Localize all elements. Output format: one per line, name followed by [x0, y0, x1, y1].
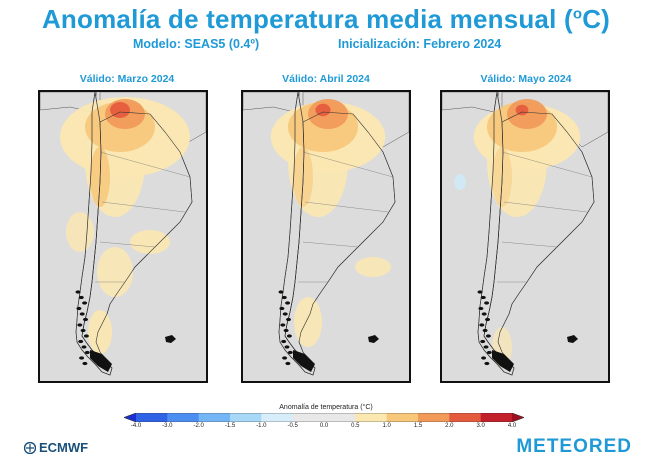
province-border: [302, 151, 394, 178]
main-title: Anomalía de temperatura media mensual (o…: [41, 4, 611, 34]
chile-archipelago: [278, 290, 315, 372]
ecmwf-icon: [24, 441, 36, 454]
colorbar-segment: [386, 413, 419, 422]
colorbar-tick-label: 2.0: [445, 423, 454, 429]
colorbar-segment: [449, 413, 481, 422]
province-border: [101, 201, 186, 213]
falkland-islands: [165, 335, 176, 343]
colorbar-segment: [324, 413, 356, 422]
anomaly-layer: [454, 99, 581, 367]
colorbar-segment: [355, 413, 387, 422]
anomaly-area: [315, 103, 331, 117]
map-march: [38, 90, 208, 383]
colorbar-tick-label: -3.0: [162, 423, 173, 429]
province-border: [99, 241, 156, 248]
colorbar-tick-label: -1.0: [256, 423, 267, 429]
colorbar-tick-label: 4.0: [507, 423, 517, 429]
colorbar-tick-label: 1.0: [382, 423, 391, 429]
anomaly-area: [515, 104, 529, 116]
province-border: [304, 201, 389, 213]
colorbar-segment: [292, 413, 325, 422]
anomaly-area: [110, 102, 130, 118]
ecmwf-text: ECMWF: [39, 440, 89, 455]
province-border: [503, 201, 588, 213]
province-border: [501, 241, 558, 248]
colorbar-tick-label: -4.0: [130, 423, 142, 429]
anomaly-area: [66, 212, 94, 252]
province-border: [99, 151, 191, 178]
ecmwf-logo: ECMWF: [24, 440, 88, 455]
chile-archipelago: [477, 290, 514, 372]
colorbar-tick-label: -2.0: [193, 423, 204, 429]
falkland-islands: [368, 335, 379, 343]
anomaly-area: [454, 174, 466, 190]
panel-title-may: Válido: Mayo 2024: [480, 73, 572, 85]
anomaly-layer: [60, 97, 190, 354]
country-peru: [442, 92, 500, 113]
anomaly-area: [88, 310, 112, 354]
tierra-del-fuego: [90, 350, 112, 372]
meteored-logo: METEORED: [516, 436, 632, 457]
colorbar-segment: [261, 413, 293, 422]
anomaly-area: [294, 297, 322, 347]
anomaly-area: [355, 257, 391, 277]
falkland-islands: [567, 335, 578, 343]
tierra-del-fuego: [492, 350, 514, 372]
colorbar-segment: [198, 413, 231, 422]
colorbar-segment: [418, 413, 450, 422]
tierra-del-fuego: [293, 350, 315, 372]
model-label: Modelo: SEAS5 (0.4º): [133, 37, 260, 51]
colorbar-tick-label: 3.0: [476, 423, 485, 429]
colorbar-tick-label: 0.5: [351, 423, 360, 429]
colorbar-title: Anomalía de temperatura (°C): [279, 404, 373, 411]
colorbar-segment: [136, 413, 168, 422]
colorbar-labels: -4.0 -3.0 -2.0 -1.5 -1.0 -0.5 0.0 0.5 1.0 1.5 2.0 3…: [0, 423, 652, 433]
colorbar-tick-label: -1.5: [224, 423, 236, 429]
colorbar-tick-label: 0.0: [319, 423, 329, 429]
panel-title-march: Válido: Marzo 2024: [79, 73, 175, 85]
colorbar: [124, 413, 524, 422]
colorbar-arrow-low: [124, 413, 136, 422]
map-april: [241, 90, 411, 383]
colorbar-segment: [230, 413, 262, 422]
chile-archipelago: [75, 290, 112, 372]
anomaly-layer: [270, 99, 391, 347]
anomaly-area: [130, 230, 170, 254]
panel-title-april: Válido: Abril 2024: [282, 73, 370, 85]
colorbar-segment: [167, 413, 199, 422]
province-border: [501, 151, 593, 178]
colorbar-segment: [480, 413, 513, 422]
province-border: [302, 241, 359, 248]
colorbar-tick-label: -0.5: [287, 423, 298, 429]
anomaly-area: [507, 99, 547, 129]
colorbar-tick-label: 1.5: [413, 423, 423, 429]
country-peru: [243, 92, 301, 113]
map-may: [440, 90, 610, 383]
colorbar-arrow-high: [512, 413, 524, 422]
anomaly-area: [97, 247, 133, 297]
initialization-label: Inicialización: Febrero 2024: [338, 37, 502, 51]
